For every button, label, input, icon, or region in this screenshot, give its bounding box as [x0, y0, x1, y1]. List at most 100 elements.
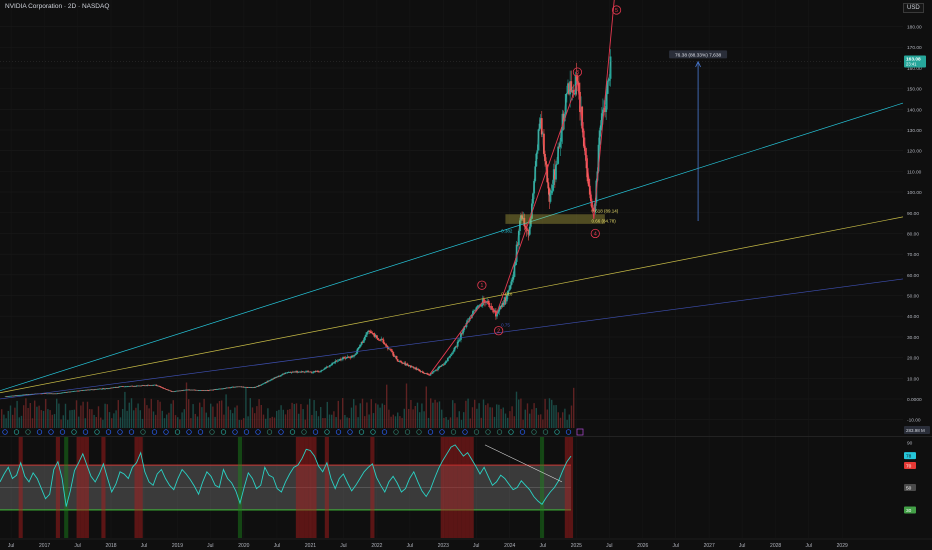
candle-body [123, 386, 126, 388]
candle-body [177, 390, 180, 392]
volume-bar [515, 391, 518, 428]
volume-bar [311, 414, 313, 428]
candle-body [330, 365, 332, 366]
candle-body [512, 276, 515, 280]
volume-bar [60, 419, 62, 428]
volume-bar [128, 402, 130, 428]
volume-bar [452, 400, 454, 428]
candle-body [438, 366, 441, 369]
volume-bar [511, 406, 513, 428]
volume-bar [56, 398, 58, 428]
candle-body [48, 393, 51, 395]
price-tick-label: -10.00 [907, 418, 921, 424]
candle-body [451, 352, 454, 355]
last-price-value: 163.08 [906, 57, 921, 63]
volume-bar [331, 414, 333, 428]
candle-body [152, 385, 154, 386]
rsi-overbought-zone [80, 437, 85, 538]
candle-body [122, 386, 125, 388]
volume-bar [399, 416, 401, 428]
candle-body [285, 372, 288, 374]
candle-body [246, 387, 248, 388]
event-marker [94, 429, 100, 435]
candle-body [331, 363, 334, 366]
event-marker [266, 429, 273, 435]
candle-body [236, 386, 239, 388]
volume-bar [559, 417, 562, 428]
candle-body [309, 371, 312, 373]
candle-body [325, 366, 328, 368]
candle-body [433, 370, 436, 372]
volume-bar [207, 417, 210, 428]
volume-bar [366, 402, 368, 428]
candle-body [573, 93, 576, 95]
volume-bar [562, 412, 564, 428]
event-marker [347, 429, 353, 435]
candle-body [205, 390, 208, 391]
candle-body [366, 332, 368, 335]
candle-body [178, 390, 181, 392]
event-marker [416, 429, 422, 435]
candle-body [252, 387, 255, 388]
candle-body [270, 379, 272, 381]
volume-bar [386, 384, 388, 428]
candle-body [290, 372, 293, 373]
volume-bar [502, 407, 504, 428]
candle-body [49, 393, 52, 395]
rsi-overbought-zone [101, 437, 106, 538]
volume-bar [106, 404, 108, 428]
volume-bar [141, 418, 144, 428]
event-marker [174, 429, 181, 435]
volume-bar [408, 408, 410, 428]
candle-body [347, 356, 350, 358]
event-marker [140, 429, 146, 435]
volume-bar [438, 401, 441, 428]
time-axis-label: Jul [207, 543, 213, 549]
event-marker [393, 429, 399, 435]
event-marker [312, 429, 319, 435]
wave-label-2: 2 [497, 329, 500, 335]
candle-body [302, 371, 305, 373]
volume-bar [265, 418, 267, 428]
candle-body [362, 340, 365, 343]
volume-bar [192, 404, 194, 428]
rsi-upper-badge [904, 462, 916, 470]
volume-bar [454, 403, 456, 428]
candle-body [351, 355, 354, 357]
candle-body [425, 373, 427, 374]
wave-label-3: 3 [576, 70, 579, 76]
candle-body [522, 217, 525, 219]
rsi-line [0, 444, 572, 507]
volume-bar [500, 408, 502, 428]
candle-body [41, 393, 44, 395]
candle-body [337, 360, 340, 362]
candle-body [541, 133, 544, 135]
candle-body [504, 297, 507, 302]
candle-body [46, 393, 49, 395]
candle-body [560, 130, 563, 142]
volume-bar [218, 400, 221, 428]
candle-body [569, 81, 572, 95]
candle-body [145, 385, 148, 387]
candle-body [561, 113, 564, 131]
volume-bar [16, 400, 18, 428]
candle-body [251, 387, 254, 389]
candle-body [318, 371, 320, 373]
volume-bar [73, 409, 75, 428]
candle-body [156, 385, 159, 387]
price-tick-label: 180.00 [907, 25, 922, 31]
candle-body [216, 389, 219, 390]
volume-bar [573, 387, 575, 428]
candle-body [89, 389, 92, 391]
candle-body [113, 387, 116, 388]
volume-bar [482, 399, 485, 428]
candle-body [319, 371, 322, 373]
candle-body [448, 357, 450, 359]
candle-body [397, 361, 400, 362]
volume-bar [214, 416, 216, 428]
currency-selector[interactable]: USD [903, 3, 924, 13]
event-marker [508, 429, 514, 435]
candle-body [180, 390, 183, 392]
candle-body [598, 130, 601, 145]
